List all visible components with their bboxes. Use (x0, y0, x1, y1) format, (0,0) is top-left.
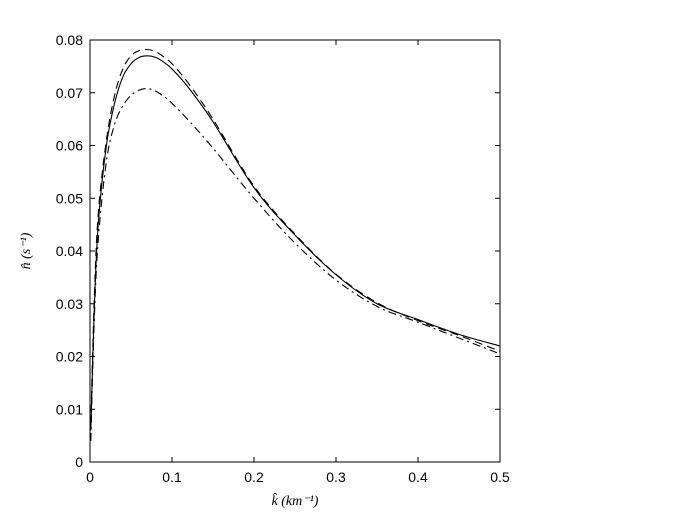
x-tick-label: 0.4 (408, 469, 428, 485)
y-tick-label: 0.01 (56, 401, 83, 417)
y-tick-label: 0.08 (56, 32, 83, 48)
y-axis-label: n̂ (s⁻¹) (19, 232, 34, 269)
y-tick-label: 0.02 (56, 349, 83, 365)
y-tick-label: 0.05 (56, 190, 83, 206)
series-group (90, 48, 501, 441)
x-tick-label: 0 (86, 469, 94, 485)
tick-labels: 0 0.1 0.2 0.3 0.4 0.5 0 0.01 0.02 0.03 0.04 0.05 0.0… (56, 32, 510, 485)
y-tick-label: 0 (75, 454, 83, 470)
y-tick-label: 0.03 (56, 296, 83, 312)
y-tick-label: 0.04 (56, 243, 83, 259)
plot-frame (89, 39, 501, 463)
series-line-dashdot (90, 87, 501, 441)
x-tick-label: 0.3 (326, 469, 346, 485)
tick-marks (89, 39, 501, 463)
x-axis-label: k̂ (km⁻¹) (272, 492, 319, 509)
x-tick-label: 0.5 (490, 469, 510, 485)
y-tick-label: 0.06 (56, 138, 83, 154)
x-tick-label: 0.1 (162, 469, 182, 485)
series-line-solid (90, 55, 501, 431)
series-line-dashed (90, 48, 501, 426)
y-tick-label: 0.07 (56, 85, 83, 101)
x-tick-label: 0.2 (244, 469, 264, 485)
